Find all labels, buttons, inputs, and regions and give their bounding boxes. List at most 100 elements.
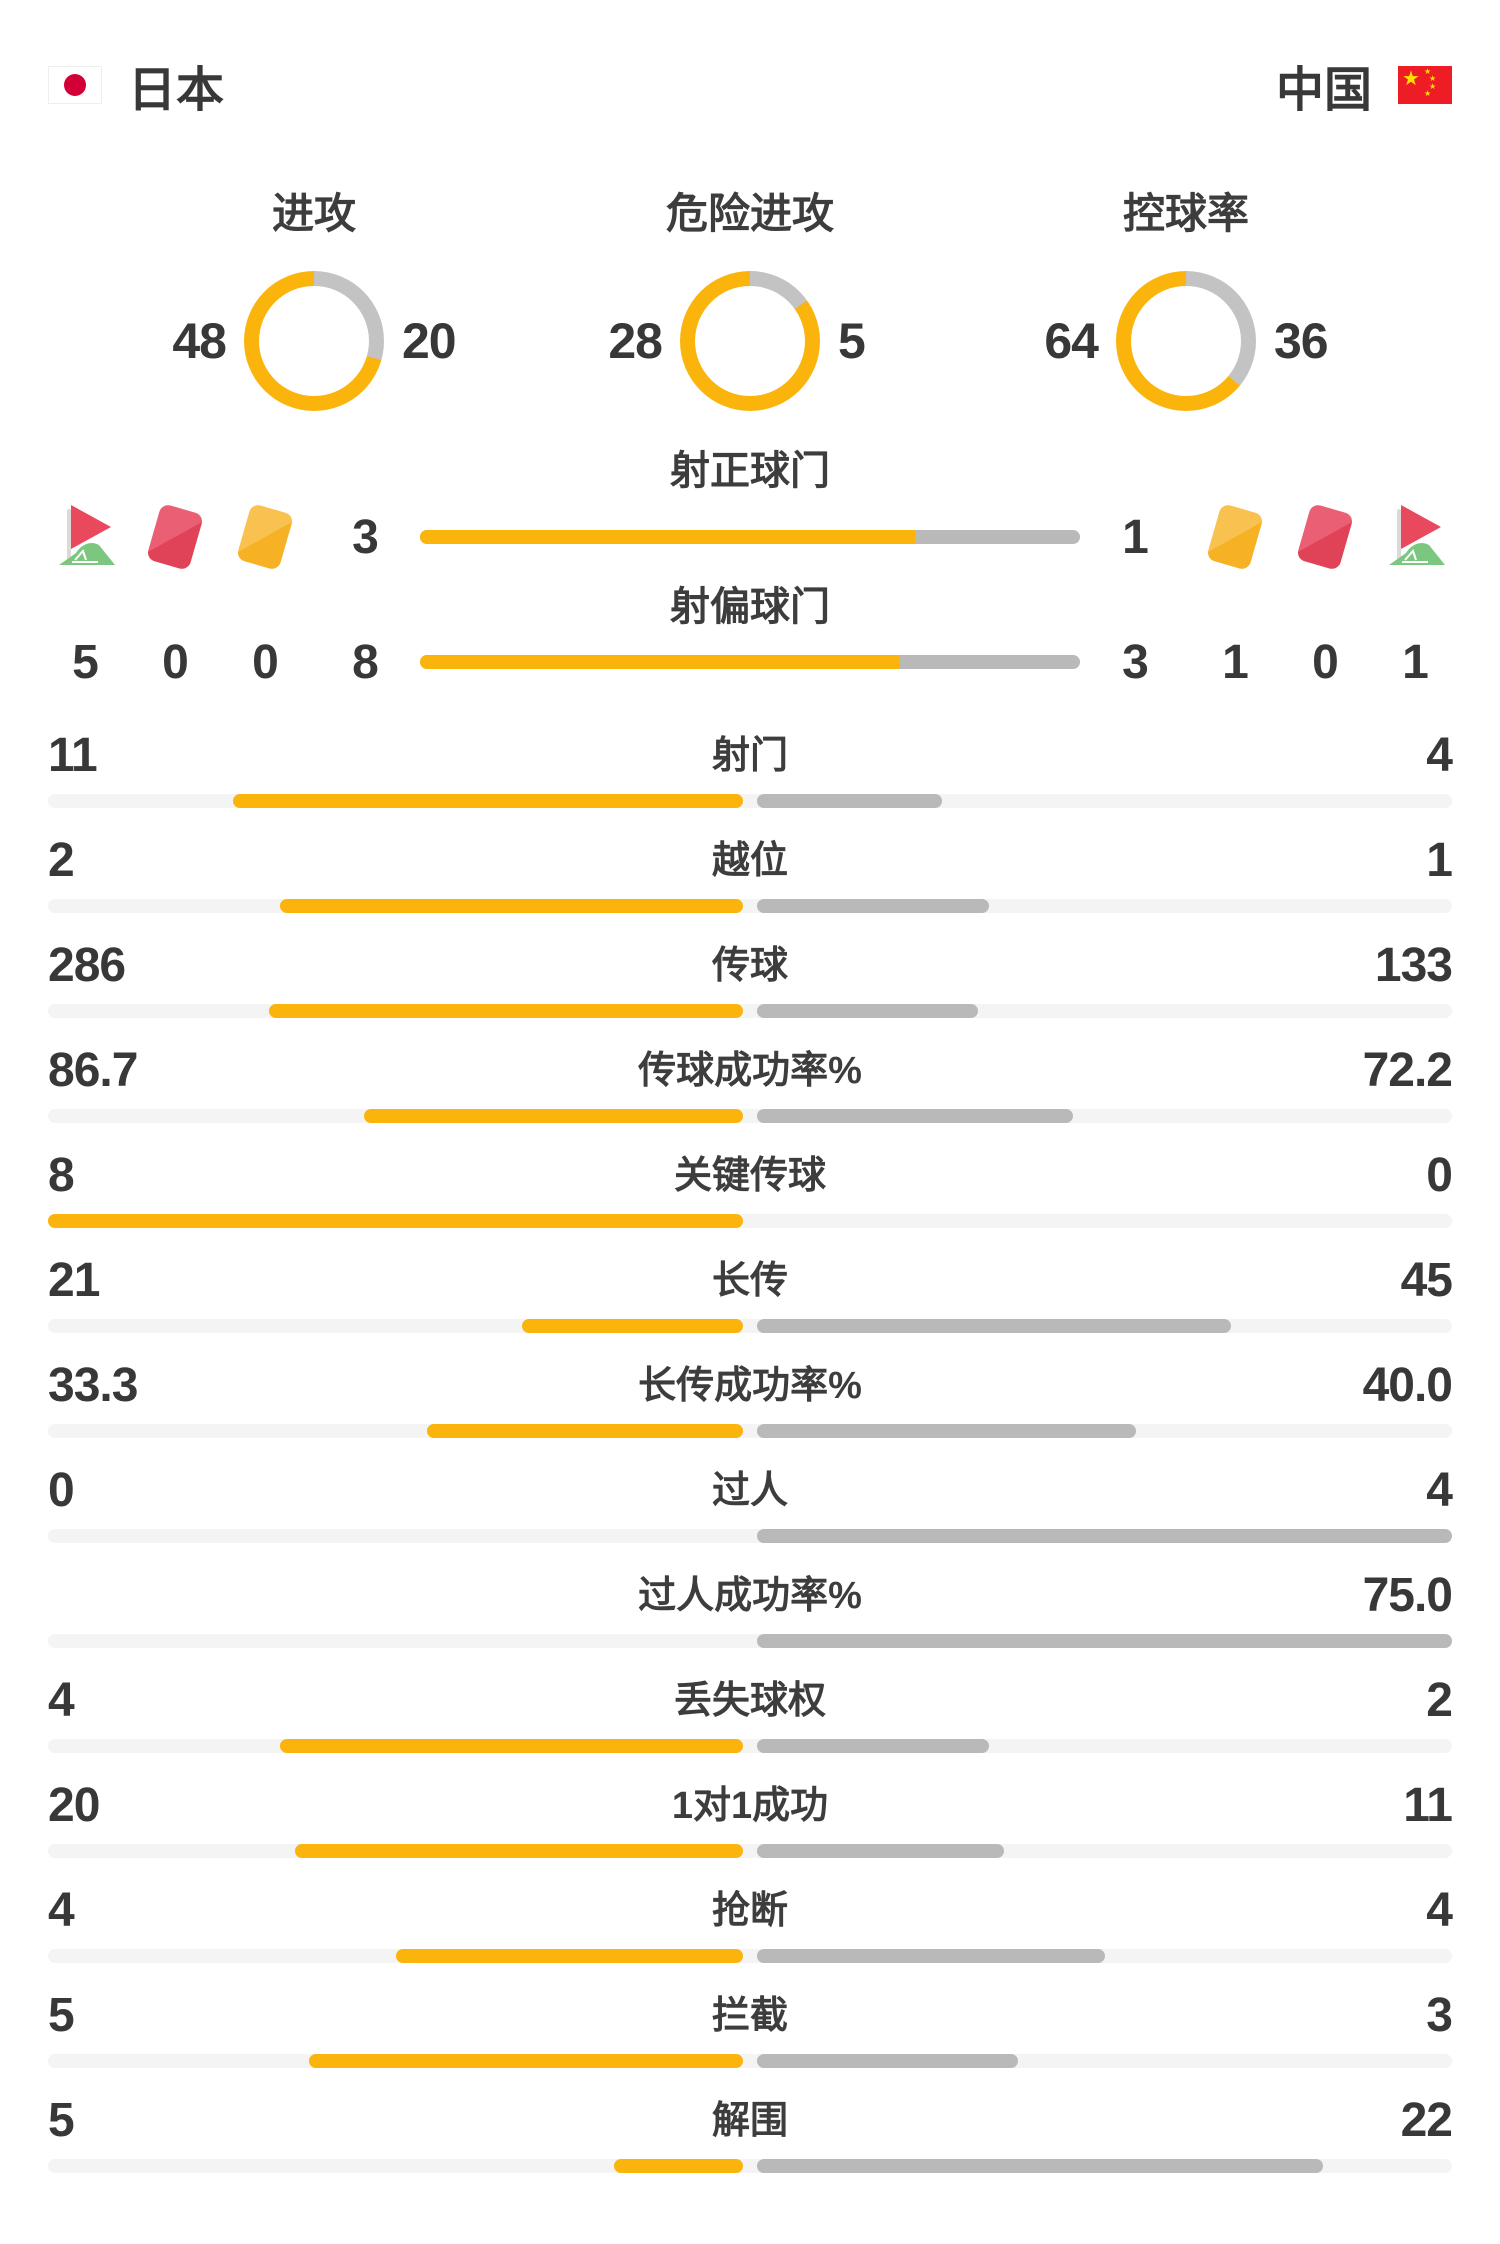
donut-ring: [1116, 271, 1256, 411]
shots-on-target-away: 1: [1122, 510, 1149, 564]
stat-row-head: 286 传球 133: [48, 939, 1453, 992]
stat-label: 长传成功率%: [638, 1365, 862, 1407]
home-corner-cell: [40, 501, 130, 573]
stat-bar-track: [48, 1109, 1452, 1123]
stat-label: 1对1成功: [671, 1785, 829, 1827]
stat-bar-away: [757, 1424, 1137, 1438]
shots-off-target-bar: [420, 655, 1080, 669]
stat-home-value: 4: [48, 1884, 75, 1937]
stat-row-head: 11 射门 4: [48, 729, 1453, 782]
stat-label: 越位: [711, 840, 788, 882]
stat-bar-home: [233, 794, 743, 808]
away-corner-cell: [1370, 501, 1460, 573]
home-red-card-cell: [130, 503, 220, 571]
donut-ring: [244, 271, 384, 411]
stat-row-head: 过人成功率% 75.0: [48, 1569, 1453, 1622]
shots-off-target-home: 8: [352, 635, 379, 689]
donut-away-value: 36: [1274, 313, 1329, 369]
donut-chart: 控球率 64 36: [1026, 180, 1346, 411]
stat-row-head: 4 丢失球权 2: [48, 1676, 1453, 1726]
stat-away-value: 45: [1400, 1254, 1453, 1307]
stat-away-value: 72.2: [1362, 1044, 1453, 1097]
yellow-card-icon: [235, 503, 295, 571]
stat-bar-away: [757, 899, 989, 913]
stat-away-value: 4: [1426, 1884, 1453, 1937]
stat-row: 2 越位 1: [0, 816, 1500, 921]
stat-home-value: 11: [48, 729, 98, 782]
stat-home-value: 8: [48, 1149, 75, 1202]
stat-row-head: 5 解围 22: [48, 2094, 1453, 2147]
donut-home-value: 64: [1044, 313, 1099, 369]
donut-home-value: 48: [172, 313, 227, 369]
stat-bar-home: [294, 1844, 743, 1858]
home-yellow-card-cell: [220, 503, 310, 571]
stat-away-value: 4: [1426, 729, 1453, 782]
stat-home-value: 286: [48, 939, 126, 992]
stat-row-head: 8 关键传球 0: [48, 1149, 1453, 1202]
stat-home-value: 5: [48, 2094, 75, 2147]
shots-on-target-home: 3: [352, 510, 379, 564]
donut-home-value: 28: [608, 313, 663, 369]
stat-bar-track: [48, 2159, 1452, 2173]
japan-flag-disc: [64, 74, 86, 96]
stat-away-value: 1: [1426, 834, 1453, 887]
stat-row-head: 20 1对1成功 11: [48, 1779, 1453, 1832]
stat-away-value: 3: [1426, 1989, 1453, 2042]
stat-home-value: 5: [48, 1989, 75, 2042]
stat-home-value: 2: [48, 834, 75, 887]
stat-bar-track: [48, 1634, 1452, 1648]
stat-row-head: 5 拦截 3: [48, 1989, 1453, 2042]
china-flag-star-icon: ★: [1402, 68, 1420, 90]
stat-row: 5 拦截 3: [0, 1971, 1500, 2076]
donut-label: 危险进攻: [665, 190, 834, 237]
stat-bar-track: [48, 2054, 1452, 2068]
stat-away-value: 22: [1400, 2094, 1453, 2147]
shots-off-target-bar-home: [420, 655, 900, 669]
stat-row: 8 关键传球 0: [0, 1131, 1500, 1236]
stat-row: 33.3 长传成功率% 40.0: [0, 1341, 1500, 1446]
away-team-name: 中国: [1275, 64, 1372, 117]
stat-bar-away: [757, 2054, 1018, 2068]
shots-on-target-bar: [420, 530, 1080, 544]
stat-label: 过人: [711, 1470, 788, 1512]
home-red-cards-count: 0: [162, 635, 189, 689]
stat-bar-away: [757, 1634, 1452, 1648]
home-yellow-cards-count: 0: [252, 635, 279, 689]
away-team: 中国 ★ ★ ★ ★ ★: [1276, 50, 1452, 120]
away-red-card-cell: [1280, 503, 1370, 571]
stat-bar-away: [757, 2159, 1324, 2173]
stat-bar-away: [757, 1004, 978, 1018]
stat-bar-track: [48, 1529, 1452, 1543]
stat-bar-away: [757, 1529, 1452, 1543]
donut-away-value: 20: [402, 313, 457, 369]
shots-off-target-title: 射偏球门: [670, 585, 830, 629]
home-team: 日本: [48, 50, 224, 120]
away-yellow-cards-count: 1: [1222, 635, 1249, 689]
stat-row: 5 解围 22: [0, 2076, 1500, 2181]
stat-label: 传球: [711, 945, 788, 987]
stats-section: 11 射门 4 2 越位 1 286 传球: [0, 711, 1500, 2181]
stat-away-value: 11: [1403, 1779, 1453, 1832]
corner-flag-icon: [59, 505, 115, 565]
stat-row: 21 长传 45: [0, 1236, 1500, 1341]
stat-bar-home: [268, 1004, 743, 1018]
stat-away-value: 75.0: [1362, 1569, 1453, 1622]
stat-bar-away: [757, 1949, 1105, 1963]
away-red-cards-count: 0: [1312, 635, 1339, 689]
away-yellow-card-cell: [1190, 503, 1280, 571]
stat-row: 4 丢失球权 2: [0, 1656, 1500, 1761]
stat-row: 286 传球 133: [0, 921, 1500, 1026]
donut-away-value: 5: [838, 313, 866, 369]
stat-bar-away: [757, 1739, 989, 1753]
stat-away-value: 40.0: [1362, 1359, 1453, 1412]
donut-section: 进攻 48 20 危险进攻 28 5 控球率 64 36: [0, 180, 1500, 411]
stat-bar-home: [427, 1424, 743, 1438]
stat-bar-home: [48, 1214, 743, 1228]
stat-bar-away: [757, 1109, 1073, 1123]
donut-label: 控球率: [1122, 190, 1249, 237]
home-corners-count: 5: [72, 635, 99, 689]
japan-flag-icon: [48, 66, 102, 104]
donut-chart: 进攻 48 20: [154, 180, 474, 411]
stat-label: 过人成功率%: [638, 1575, 862, 1617]
